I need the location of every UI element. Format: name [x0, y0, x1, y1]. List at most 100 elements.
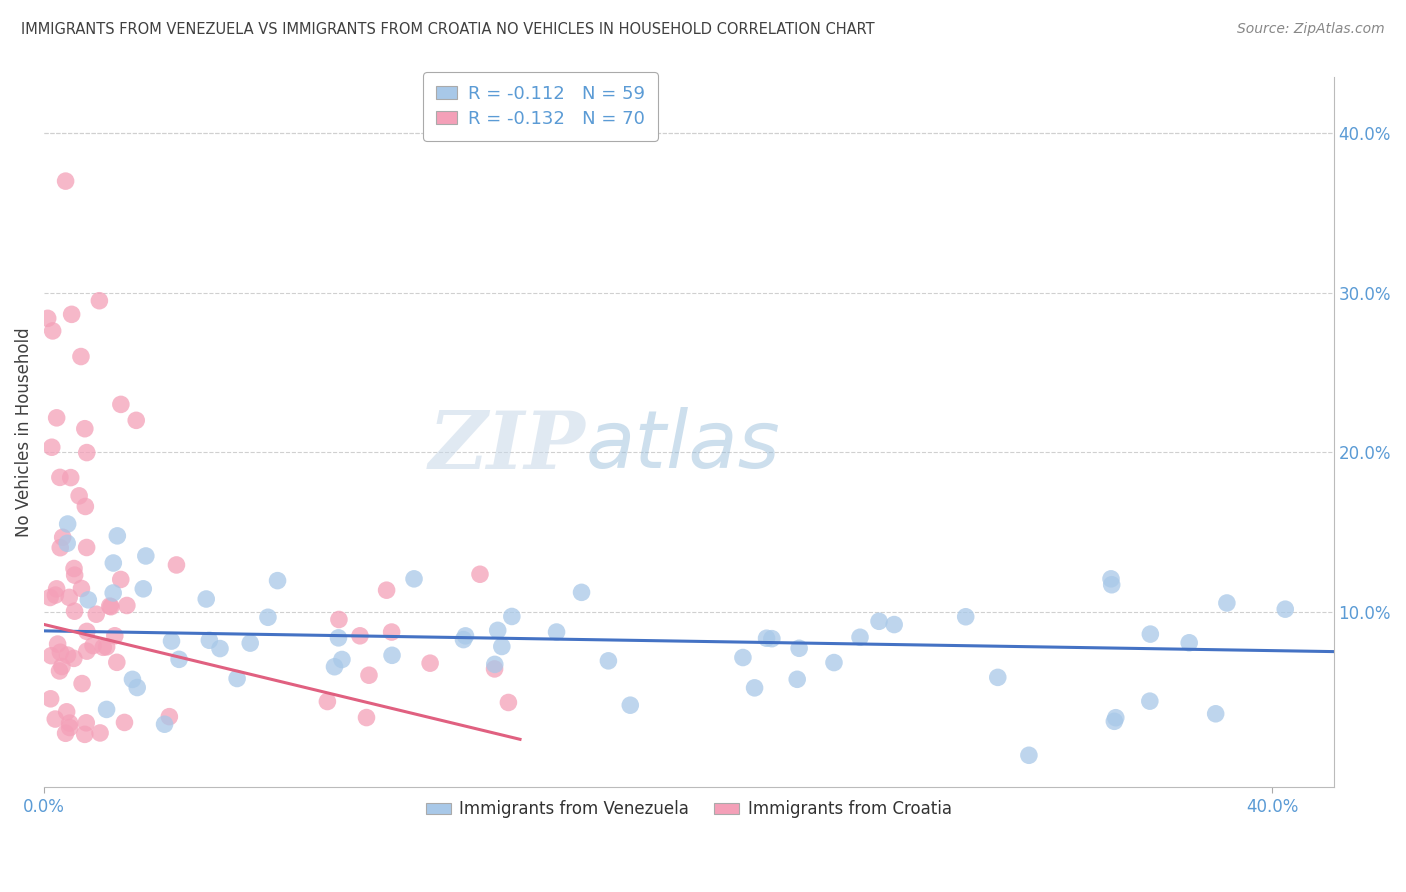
Point [955, 609, 977, 624]
Point [761, 632, 783, 646]
Point [755, 631, 778, 645]
Point [125, 413, 148, 427]
Point [84, 607, 107, 622]
Point [45, 582, 67, 596]
Point [744, 681, 766, 695]
Point [46, 637, 69, 651]
Point [356, 710, 378, 724]
Point [56, 648, 79, 662]
Point [73, 422, 96, 436]
Point [987, 670, 1010, 684]
Point [849, 630, 872, 644]
Point [198, 633, 221, 648]
Point [56, 516, 79, 531]
Point [115, 599, 138, 613]
Point [114, 715, 136, 730]
Point [63, 604, 86, 618]
Point [160, 634, 183, 648]
Point [82, 639, 104, 653]
Point [266, 574, 288, 588]
Point [257, 610, 280, 624]
Text: ZIP: ZIP [429, 408, 586, 485]
Point [498, 696, 520, 710]
Point [486, 624, 509, 638]
Point [63, 561, 86, 575]
Point [316, 694, 339, 708]
Point [571, 585, 593, 599]
Point [96, 702, 118, 716]
Point [468, 567, 491, 582]
Point [619, 698, 641, 713]
Point [239, 636, 262, 650]
Point [70, 582, 93, 596]
Point [330, 652, 353, 666]
Point [55, 705, 77, 719]
Point [195, 592, 218, 607]
Point [56, 536, 79, 550]
Point [1099, 572, 1122, 586]
Point [52, 530, 75, 544]
Point [51, 659, 73, 673]
Text: Source: ZipAtlas.com: Source: ZipAtlas.com [1237, 22, 1385, 37]
Point [70, 676, 93, 690]
Point [491, 640, 513, 654]
Point [77, 592, 100, 607]
Point [1274, 602, 1296, 616]
Point [39, 648, 62, 663]
Point [381, 648, 404, 663]
Point [41, 324, 63, 338]
Point [453, 632, 475, 647]
Text: atlas: atlas [586, 408, 780, 485]
Point [89, 726, 111, 740]
Point [98, 599, 121, 613]
Point [501, 609, 523, 624]
Point [381, 625, 404, 640]
Point [1139, 694, 1161, 708]
Point [55, 174, 77, 188]
Point [110, 573, 132, 587]
Point [375, 583, 398, 598]
Point [328, 612, 350, 626]
Y-axis label: No Vehicles in Household: No Vehicles in Household [15, 327, 32, 537]
Point [323, 659, 346, 673]
Point [59, 470, 82, 484]
Point [153, 717, 176, 731]
Point [67, 489, 90, 503]
Point [49, 645, 72, 659]
Point [786, 673, 808, 687]
Point [39, 691, 62, 706]
Point [1205, 706, 1227, 721]
Point [121, 673, 143, 687]
Point [91, 640, 114, 655]
Point [127, 681, 149, 695]
Point [484, 662, 506, 676]
Point [1139, 627, 1161, 641]
Point [48, 664, 70, 678]
Point [1104, 714, 1126, 729]
Point [76, 541, 98, 555]
Point [89, 293, 111, 308]
Point [226, 672, 249, 686]
Point [598, 654, 620, 668]
Point [484, 657, 506, 672]
Point [44, 712, 66, 726]
Point [58, 591, 80, 605]
Point [419, 656, 441, 670]
Point [167, 652, 190, 666]
Point [45, 410, 67, 425]
Point [349, 629, 371, 643]
Point [55, 726, 77, 740]
Point [731, 650, 754, 665]
Point [402, 572, 425, 586]
Point [208, 641, 231, 656]
Point [132, 582, 155, 596]
Point [157, 709, 180, 723]
Point [110, 397, 132, 411]
Point [41, 440, 63, 454]
Point [49, 541, 72, 555]
Point [104, 629, 127, 643]
Point [39, 591, 62, 605]
Point [76, 644, 98, 658]
Point [105, 529, 128, 543]
Point [1101, 578, 1123, 592]
